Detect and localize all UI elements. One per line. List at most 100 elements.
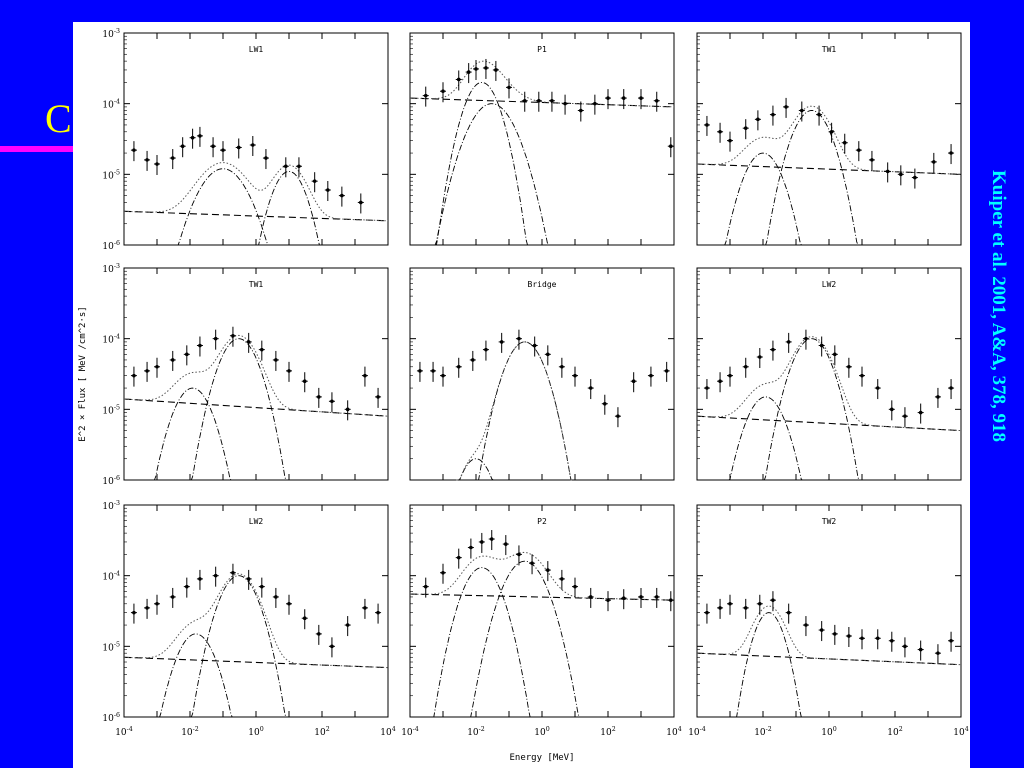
total-model-curve: [124, 162, 388, 222]
data-point: [328, 392, 335, 413]
data-point: [717, 598, 724, 619]
data-point: [828, 122, 835, 143]
data-marker: [155, 601, 159, 606]
data-marker: [484, 66, 488, 70]
panel-2: P1: [409, 32, 675, 246]
data-point: [544, 561, 551, 582]
data-point: [845, 357, 852, 378]
data-marker: [903, 644, 907, 649]
data-marker: [771, 112, 775, 117]
total-model-curve: [696, 105, 961, 175]
x-tick-label: 100: [821, 726, 836, 738]
data-marker: [756, 117, 760, 122]
data-point: [601, 394, 608, 415]
data-point: [874, 629, 881, 650]
panel-9: TW2 10-4 10-2 100 102 104: [688, 504, 969, 738]
data-point: [785, 603, 792, 624]
data-marker: [170, 156, 175, 160]
data-point: [515, 329, 522, 350]
data-point: [572, 577, 578, 598]
data-point: [258, 340, 265, 361]
data-point: [802, 329, 809, 350]
data-marker: [817, 112, 821, 117]
model-component-curve: [477, 341, 573, 481]
data-point: [245, 332, 252, 353]
data-marker: [236, 145, 241, 150]
data-marker: [771, 347, 775, 352]
data-point: [301, 372, 308, 393]
data-point: [286, 361, 292, 382]
data-marker: [522, 98, 527, 103]
data-marker: [456, 364, 461, 369]
data-marker: [530, 561, 534, 566]
data-point: [515, 545, 522, 566]
y-tick-label: 10-4: [102, 334, 120, 346]
data-point: [614, 407, 621, 428]
data-marker: [804, 623, 808, 627]
data-point: [249, 136, 256, 157]
data-point: [667, 137, 674, 158]
data-marker: [302, 616, 307, 621]
data-marker: [705, 610, 709, 615]
y-tick-label: 10-5: [102, 641, 120, 653]
data-point: [361, 366, 368, 387]
data-point: [229, 326, 236, 347]
data-marker: [537, 98, 541, 103]
data-marker: [718, 379, 722, 384]
data-marker: [170, 595, 175, 599]
model-component-curve: [153, 387, 233, 481]
data-point: [130, 366, 137, 387]
data-point: [818, 621, 825, 642]
model-component-curve: [735, 612, 803, 718]
data-point: [769, 105, 776, 126]
data-marker: [340, 193, 344, 198]
model-component-curve: [432, 567, 532, 718]
data-point: [311, 172, 318, 193]
data-point: [653, 587, 660, 608]
model-component-curve: [469, 560, 581, 718]
data-point: [831, 624, 838, 645]
data-marker: [132, 610, 136, 615]
data-point: [235, 138, 242, 159]
data-marker: [190, 135, 195, 140]
data-marker: [771, 598, 775, 602]
data-marker: [532, 343, 537, 348]
data-marker: [330, 399, 334, 404]
data-point: [328, 637, 335, 658]
data-point: [144, 150, 151, 171]
data-point: [717, 372, 724, 393]
data-point: [783, 97, 790, 118]
data-point: [727, 594, 733, 615]
data-point: [831, 345, 838, 366]
data-marker: [274, 358, 278, 362]
data-marker: [728, 373, 732, 378]
data-point: [154, 357, 160, 378]
data-point: [756, 348, 763, 369]
total-model-curve: [410, 551, 675, 601]
model-component-curve: [256, 170, 322, 246]
data-marker: [649, 373, 653, 378]
data-point: [529, 554, 536, 575]
data-marker: [718, 606, 722, 610]
data-marker: [274, 595, 278, 599]
data-marker: [606, 96, 610, 100]
data-marker: [870, 158, 874, 162]
panel-frame: [696, 267, 962, 481]
y-tick-label: 10-5: [102, 404, 120, 416]
data-marker: [890, 407, 894, 412]
data-point: [855, 141, 862, 162]
data-point: [531, 336, 538, 357]
data-marker: [246, 577, 251, 581]
data-marker: [359, 200, 363, 205]
data-marker: [654, 98, 659, 103]
data-marker: [489, 537, 494, 541]
data-point: [272, 587, 279, 608]
data-marker: [728, 601, 732, 606]
data-point: [467, 538, 474, 559]
data-point: [344, 616, 351, 637]
data-marker: [860, 373, 864, 378]
model-component-curve: [190, 338, 288, 481]
data-marker: [507, 85, 511, 90]
panel-3: TW1: [696, 32, 962, 246]
data-marker: [786, 340, 791, 344]
